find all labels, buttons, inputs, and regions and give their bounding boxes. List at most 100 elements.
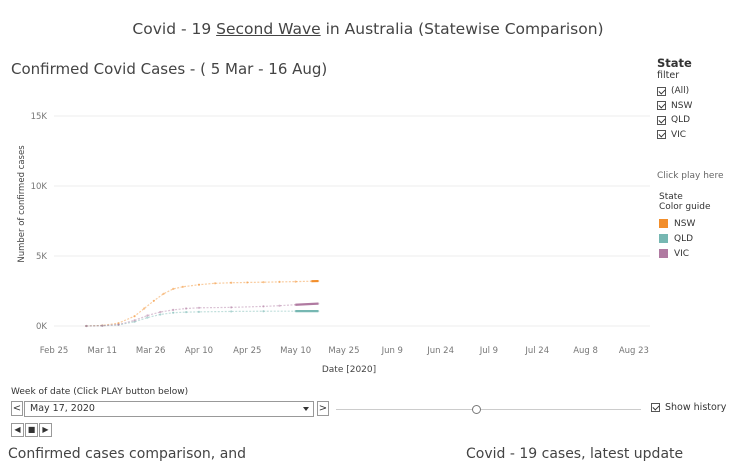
x-tick-label: Aug 23 (619, 346, 649, 356)
series-point-nsw (278, 281, 280, 283)
x-tick-label: Apr 10 (185, 346, 213, 356)
title-prefix: Covid - 19 (132, 20, 216, 38)
play-back-icon: ◀ (14, 425, 20, 434)
series-point-vic (185, 307, 187, 309)
color-guide-label: QLD (674, 234, 693, 244)
series-point-vic (159, 311, 161, 313)
series-point-nsw (133, 315, 135, 317)
bottom-section-title-right: Covid - 19 cases, latest update (466, 446, 683, 462)
series-latest-vic (296, 304, 319, 305)
series-line-nsw (86, 281, 318, 326)
x-tick-label: Jun 9 (381, 346, 403, 356)
chevron-left-icon: < (13, 403, 21, 414)
filter-item-label: (All) (671, 86, 689, 96)
checkbox-checked-icon[interactable] (657, 130, 666, 139)
chevron-right-icon: > (319, 403, 327, 414)
series-point-nsw (198, 284, 200, 286)
color-guide-heading: State (659, 192, 711, 202)
y-tick-label: 10K (31, 182, 48, 192)
play-forward-button[interactable]: ▶ (39, 423, 52, 437)
x-tick-label: Jul 24 (524, 346, 549, 356)
play-back-button[interactable]: ◀ (11, 423, 24, 437)
x-tick-label: May 25 (328, 346, 359, 356)
x-tick-label: Jun 24 (426, 346, 454, 356)
series-point-qld (172, 312, 174, 314)
play-hint: Click play here (657, 171, 724, 181)
bottom-section-title-left: Confirmed cases comparison, and (8, 446, 246, 462)
series-point-nsw (143, 307, 145, 309)
play-icon: ▶ (42, 425, 48, 434)
filter-subheading: filter (657, 70, 736, 81)
x-tick-label: Mar 26 (136, 346, 166, 356)
swatch-vic (659, 249, 668, 258)
week-select[interactable]: May 17, 2020 (24, 401, 314, 417)
x-tick-label: Apr 25 (233, 346, 261, 356)
state-filter-legend: State filter (All) NSW QLD VIC (657, 56, 736, 142)
color-guide-label: NSW (674, 219, 695, 229)
series-point-nsw (230, 282, 232, 284)
y-axis-title: Number of confirmed cases (17, 145, 27, 263)
next-week-button[interactable]: > (317, 401, 329, 416)
filter-item-label: NSW (671, 101, 692, 111)
week-label: Week of date (Click PLAY button below) (11, 387, 188, 397)
filter-item-all[interactable]: (All) (657, 84, 736, 99)
chart-title: Confirmed Covid Cases - ( 5 Mar - 16 Aug… (11, 60, 327, 78)
x-tick-label: Jul 9 (479, 346, 498, 356)
series-point-qld (146, 317, 148, 319)
series-point-nsw (182, 286, 184, 288)
color-guide: State Color guide NSW QLD VIC (659, 192, 711, 261)
show-history-label: Show history (665, 402, 726, 413)
series-point-qld (262, 310, 264, 312)
week-slider[interactable] (336, 409, 641, 410)
series-point-nsw (172, 288, 174, 290)
prev-week-button[interactable]: < (11, 401, 23, 416)
series-point-nsw (214, 282, 216, 284)
show-history-toggle[interactable]: Show history (651, 402, 726, 413)
checkbox-checked-icon[interactable] (657, 116, 666, 125)
series-point-vic (101, 325, 103, 327)
series-line-qld (86, 311, 318, 326)
series-point-qld (159, 313, 161, 315)
series-point-vic (172, 309, 174, 311)
stop-button[interactable]: ■ (25, 423, 38, 437)
swatch-nsw (659, 219, 668, 228)
y-tick-label: 0K (36, 322, 47, 332)
series-point-vic (146, 314, 148, 316)
series-point-vic (198, 307, 200, 309)
title-underlined: Second Wave (216, 20, 321, 38)
series-point-vic (230, 306, 232, 308)
series-point-qld (185, 311, 187, 313)
series-point-nsw (295, 281, 297, 283)
checkbox-checked-icon[interactable] (651, 403, 660, 412)
x-tick-label: Mar 11 (88, 346, 118, 356)
filter-item-vic[interactable]: VIC (657, 128, 736, 143)
filter-item-nsw[interactable]: NSW (657, 99, 736, 114)
color-guide-label: VIC (674, 249, 689, 259)
week-slider-thumb[interactable] (472, 405, 481, 414)
series-point-qld (230, 310, 232, 312)
series-point-vic (133, 319, 135, 321)
x-tick-label: Feb 25 (40, 346, 69, 356)
x-tick-label: May 10 (280, 346, 311, 356)
y-tick-label: 15K (31, 112, 48, 122)
series-point-vic (85, 325, 87, 327)
filter-item-label: QLD (671, 115, 690, 125)
series-point-nsw (162, 293, 164, 295)
checkbox-checked-icon[interactable] (657, 87, 666, 96)
series-point-nsw (153, 300, 155, 302)
filter-item-qld[interactable]: QLD (657, 113, 736, 128)
week-select-value: May 17, 2020 (30, 403, 95, 414)
series-point-qld (198, 311, 200, 313)
color-guide-item: VIC (659, 246, 711, 261)
series-line-vic (86, 304, 318, 326)
color-guide-item: QLD (659, 231, 711, 246)
filter-item-label: VIC (671, 130, 686, 140)
page-title: Covid - 19 Second Wave in Australia (Sta… (0, 20, 736, 38)
stop-icon: ■ (28, 425, 36, 434)
series-point-vic (262, 305, 264, 307)
color-guide-subheading: Color guide (659, 202, 711, 212)
checkbox-checked-icon[interactable] (657, 101, 666, 110)
filter-heading: State (657, 56, 736, 70)
series-point-vic (278, 305, 280, 307)
